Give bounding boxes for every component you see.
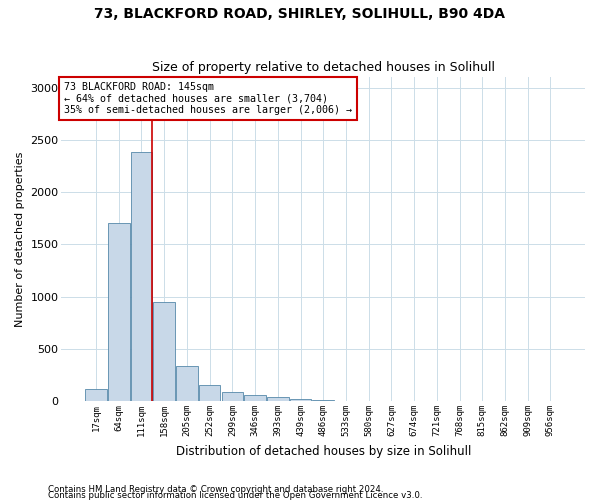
Title: Size of property relative to detached houses in Solihull: Size of property relative to detached ho… <box>152 62 495 74</box>
Bar <box>154 302 175 401</box>
Bar <box>221 392 243 401</box>
Bar <box>85 388 107 401</box>
Bar <box>244 396 266 401</box>
Bar <box>108 224 130 401</box>
Text: 73 BLACKFORD ROAD: 145sqm
← 64% of detached houses are smaller (3,704)
35% of se: 73 BLACKFORD ROAD: 145sqm ← 64% of detac… <box>64 82 352 115</box>
Text: Contains HM Land Registry data © Crown copyright and database right 2024.: Contains HM Land Registry data © Crown c… <box>48 484 383 494</box>
X-axis label: Distribution of detached houses by size in Solihull: Distribution of detached houses by size … <box>176 444 471 458</box>
Text: Contains public sector information licensed under the Open Government Licence v3: Contains public sector information licen… <box>48 490 422 500</box>
Bar <box>199 386 220 401</box>
Bar <box>313 400 334 401</box>
Bar <box>176 366 198 401</box>
Bar <box>290 399 311 401</box>
Bar <box>131 152 152 401</box>
Text: 73, BLACKFORD ROAD, SHIRLEY, SOLIHULL, B90 4DA: 73, BLACKFORD ROAD, SHIRLEY, SOLIHULL, B… <box>95 8 505 22</box>
Y-axis label: Number of detached properties: Number of detached properties <box>15 152 25 327</box>
Bar <box>267 398 289 401</box>
Bar <box>335 400 357 401</box>
